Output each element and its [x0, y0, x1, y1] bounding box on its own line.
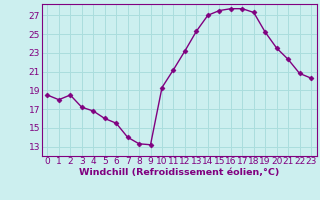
X-axis label: Windchill (Refroidissement éolien,°C): Windchill (Refroidissement éolien,°C) — [79, 168, 279, 177]
